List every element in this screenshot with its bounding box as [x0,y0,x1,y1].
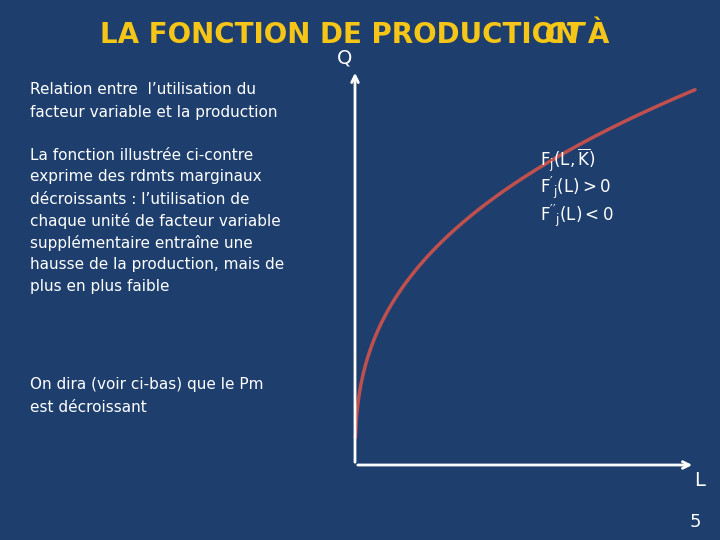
Text: facteur variable et la production: facteur variable et la production [30,105,277,119]
Text: hausse de la production, mais de: hausse de la production, mais de [30,258,284,273]
Text: L: L [695,471,706,490]
Text: $\mathregular{F_j(L,\overline{K})}$: $\mathregular{F_j(L,\overline{K})}$ [540,146,595,174]
Text: LA FONCTION DE PRODUCTION À: LA FONCTION DE PRODUCTION À [101,21,619,49]
Text: chaque unité de facteur variable: chaque unité de facteur variable [30,213,281,229]
Text: CT: CT [545,21,584,49]
Text: Q: Q [337,49,353,68]
Text: est décroissant: est décroissant [30,400,147,415]
Text: On dira (voir ci-bas) que le Pm: On dira (voir ci-bas) que le Pm [30,377,264,393]
Text: 5: 5 [689,513,701,531]
Text: $\mathregular{F''_j(L) < 0}$: $\mathregular{F''_j(L) < 0}$ [540,203,613,229]
Text: Relation entre  l’utilisation du: Relation entre l’utilisation du [30,83,256,98]
Text: La fonction illustrée ci-contre: La fonction illustrée ci-contre [30,147,253,163]
Text: plus en plus faible: plus en plus faible [30,280,169,294]
Text: supplémentaire entraîne une: supplémentaire entraîne une [30,235,253,251]
Text: décroissants : l’utilisation de: décroissants : l’utilisation de [30,192,250,206]
Text: $\mathregular{F'_j(L) > 0}$: $\mathregular{F'_j(L) > 0}$ [540,175,611,201]
Text: exprime des rdmts marginaux: exprime des rdmts marginaux [30,170,261,185]
